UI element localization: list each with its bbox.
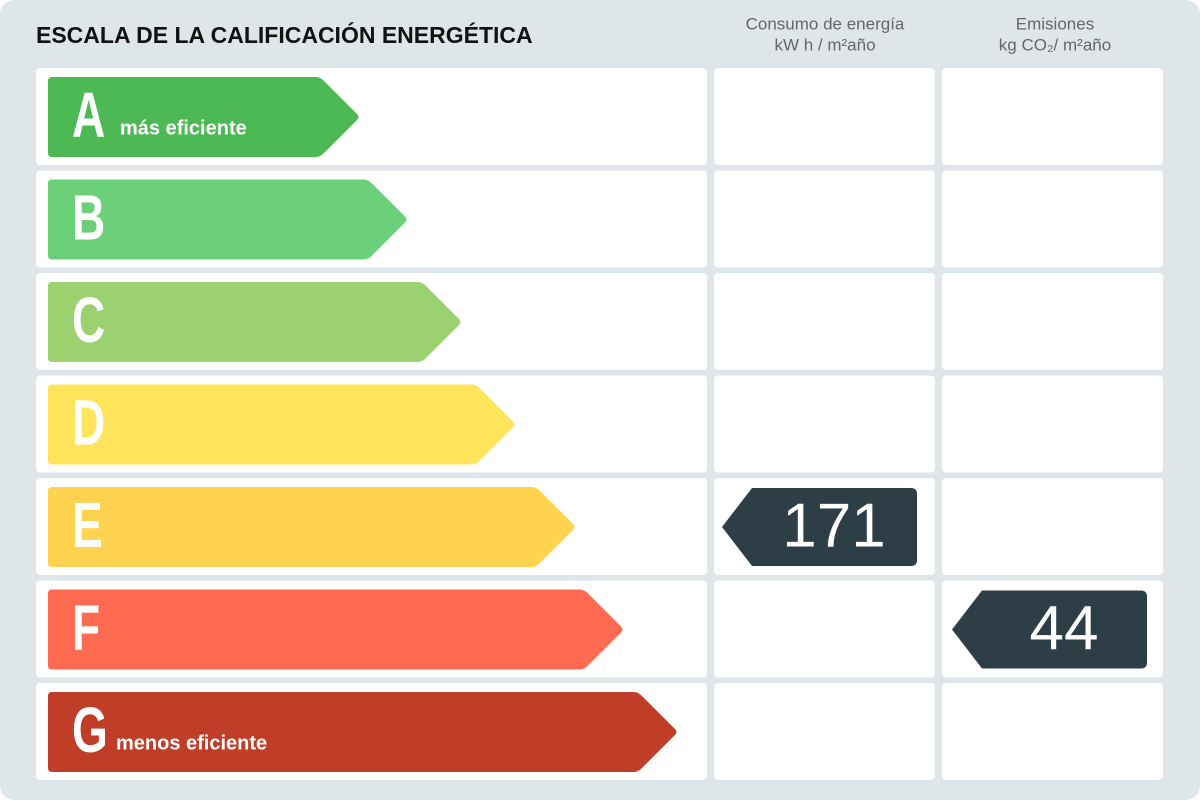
energy-value: 171 [782, 491, 885, 560]
rating-label: más eficiente [120, 117, 247, 139]
energy-cell [714, 273, 935, 370]
emissions-cell [942, 170, 1163, 268]
rating-letter: C [72, 285, 105, 356]
emissions-cell [942, 68, 1163, 165]
emissions-header: Emisiones [1016, 14, 1094, 33]
emissions-cell [942, 273, 1163, 370]
rating-letter: G [72, 695, 108, 766]
rating-arrow [48, 589, 623, 670]
emissions-cell [942, 478, 1163, 575]
rating-label: menos eficiente [116, 732, 267, 754]
energy-cell [714, 580, 935, 678]
emissions-indicator [952, 590, 1147, 669]
rating-letter: B [72, 182, 105, 253]
energy-indicator [722, 488, 917, 566]
emissions-unit: kg CO₂/ m²año [999, 35, 1111, 54]
energy-header: Consumo de energía [746, 14, 905, 33]
rating-arrow [48, 77, 359, 157]
energy-cell [714, 170, 935, 268]
energy-cell [714, 375, 935, 473]
rating-arrow [48, 282, 461, 362]
rating-arrow [48, 179, 407, 260]
rating-arrow [48, 487, 575, 567]
emissions-cell [942, 683, 1163, 780]
rating-letter: F [72, 592, 100, 663]
emissions-value: 44 [1030, 594, 1099, 663]
rating-letter: D [72, 387, 105, 458]
rating-arrow [48, 692, 677, 772]
title: ESCALA DE LA CALIFICACIÓN ENERGÉTICA [36, 21, 533, 48]
energy-cell [714, 68, 935, 165]
rating-arrow [48, 384, 515, 465]
energy-unit: kW h / m²año [774, 35, 875, 54]
emissions-cell [942, 375, 1163, 473]
rating-letter: E [72, 490, 103, 561]
rating-letter: A [72, 80, 105, 151]
energy-cell [714, 683, 935, 780]
